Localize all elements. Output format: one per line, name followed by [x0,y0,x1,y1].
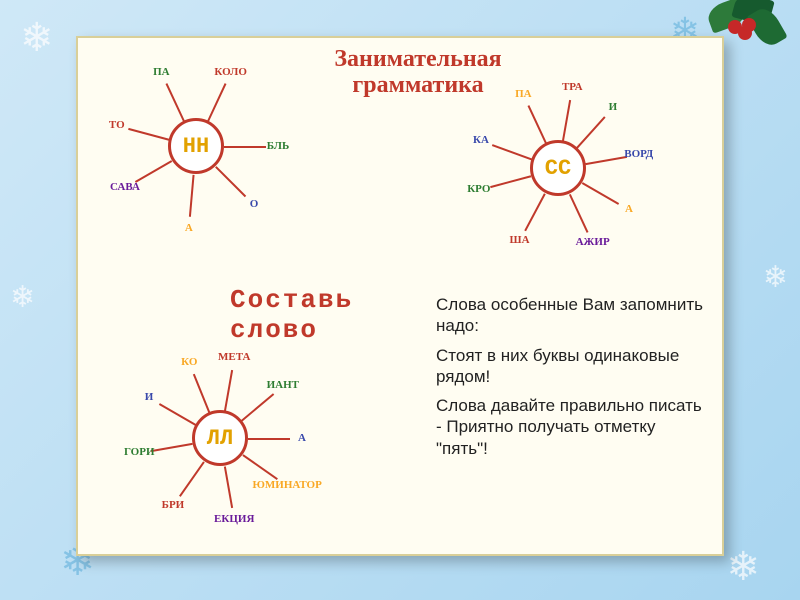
wheel-label: О [250,198,259,210]
wheel-label: ВОРД [624,148,653,160]
snowflake-icon: ❄ [20,15,54,61]
spoke [166,83,186,122]
wheel-label: САВА [110,181,140,193]
subtitle-line-1: Составь [230,285,353,315]
wheel-label: И [145,391,154,403]
wheel-label: ПА [515,88,532,100]
word-wheel-ss: ТРА И ВОРД А АЖИР ША КРО КА ПА СС [458,68,658,268]
spoke [128,128,169,141]
poem-text: Слова особенные Вам запомнить надо: Стоя… [436,294,708,467]
spoke [207,83,227,122]
spoke [492,144,532,160]
wheel-label: ТО [109,119,125,131]
wheel-label: И [609,101,618,113]
wheel-label: КО [181,356,197,368]
poem-line-3: Слова давайте правильно писать - Приятно… [436,395,708,459]
wheel-label: ША [509,234,529,246]
spoke [135,160,172,183]
wheel-label: КА [473,134,489,146]
spoke [524,193,545,231]
spoke [569,194,589,233]
wheel-label: А [185,222,193,234]
poem-line-1: Слова особенные Вам запомнить надо: [436,294,708,337]
wheel-label: ЮМИНАТОР [252,479,321,491]
spoke [576,116,606,149]
snowflake-icon: ❄ [10,280,35,315]
spoke [224,466,233,508]
wheel-label: БРИ [162,499,185,511]
wheel-label: А [625,203,633,215]
wheel-label: КРО [467,183,490,195]
content-card: Занимательная грамматика Составь слово С… [76,36,724,556]
spoke [179,461,205,497]
spoke [189,175,195,217]
wheel-label: ЕКЦИЯ [214,513,254,525]
snowflake-icon: ❄ [763,260,788,295]
wheel-hub: СС [530,140,586,196]
wheel-label: БЛЬ [267,140,289,152]
spoke [193,374,211,414]
snowflake-icon: ❄ [726,544,760,590]
word-wheel-ll: МЕТА ИАНТ А ЮМИНАТОР ЕКЦИЯ БРИ ГОРИ И КО ЛЛ [120,338,320,538]
subtitle: Составь слово [230,286,353,346]
wheel-label: МЕТА [218,351,250,363]
wheel-label: А [298,432,306,444]
spoke [490,175,531,188]
spoke [215,166,246,197]
spoke [241,393,274,422]
wheel-label: ПА [153,66,170,78]
wheel-hub: ЛЛ [192,410,248,466]
wheel-label: ТРА [562,81,583,93]
spoke [585,156,627,165]
spoke [528,105,548,144]
spoke [242,454,278,480]
poem-line-2: Стоят в них буквы одинаковые рядом! [436,345,708,388]
wheel-label: ИАНТ [267,379,299,391]
spoke [151,443,193,452]
spoke [224,146,266,148]
spoke [248,438,290,440]
wheel-hub: НН [168,118,224,174]
spoke [582,182,619,205]
wheel-label: ГОРИ [124,446,155,458]
word-wheel-nn: КОЛО БЛЬ О А САВА ТО ПА НН [96,46,296,246]
wheel-label: КОЛО [214,66,246,78]
wheel-label: АЖИР [576,236,610,248]
spoke [562,100,571,142]
spoke [159,403,196,426]
spoke [224,370,233,412]
